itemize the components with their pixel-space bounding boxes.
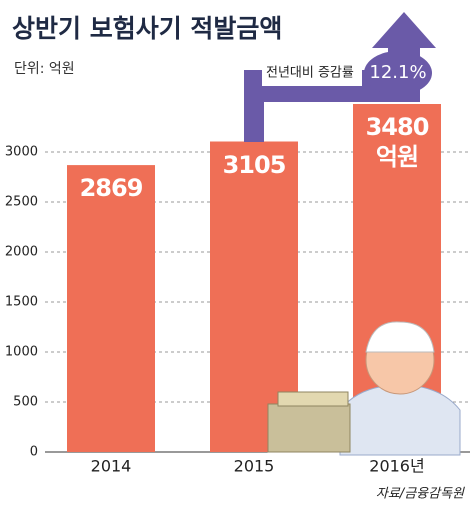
y-tick-label: 1000 [5, 345, 38, 360]
x-tick-label: 2015 [234, 457, 275, 476]
y-tick-label: 500 [13, 395, 38, 410]
chart-title: 상반기 보험사기 적발금액 [12, 14, 282, 43]
y-tick-label: 2000 [5, 245, 38, 260]
illustration [267, 321, 461, 456]
y-tick-label: 2500 [5, 195, 38, 210]
x-tick-label: 2014 [91, 457, 132, 476]
y-tick-label: 1500 [5, 295, 38, 310]
y-tick-label: 3000 [5, 145, 38, 160]
annotation-badge [364, 51, 432, 95]
y-tick-label: 0 [30, 445, 38, 460]
annotation-value: 12.1% [369, 62, 426, 83]
value-label: 3105 [222, 150, 287, 179]
annotation-box [262, 60, 362, 86]
chart-subtitle: 단위: 억원 [14, 61, 75, 77]
annotation-text: 전년대비 증감률 [266, 66, 354, 81]
x-tick-label: 2016년 [369, 457, 424, 476]
value-label: 2869 [79, 174, 144, 203]
bar [67, 165, 155, 452]
source: 자료/금융감독원 [376, 487, 465, 502]
value-label: 3480 억원 [365, 113, 430, 171]
